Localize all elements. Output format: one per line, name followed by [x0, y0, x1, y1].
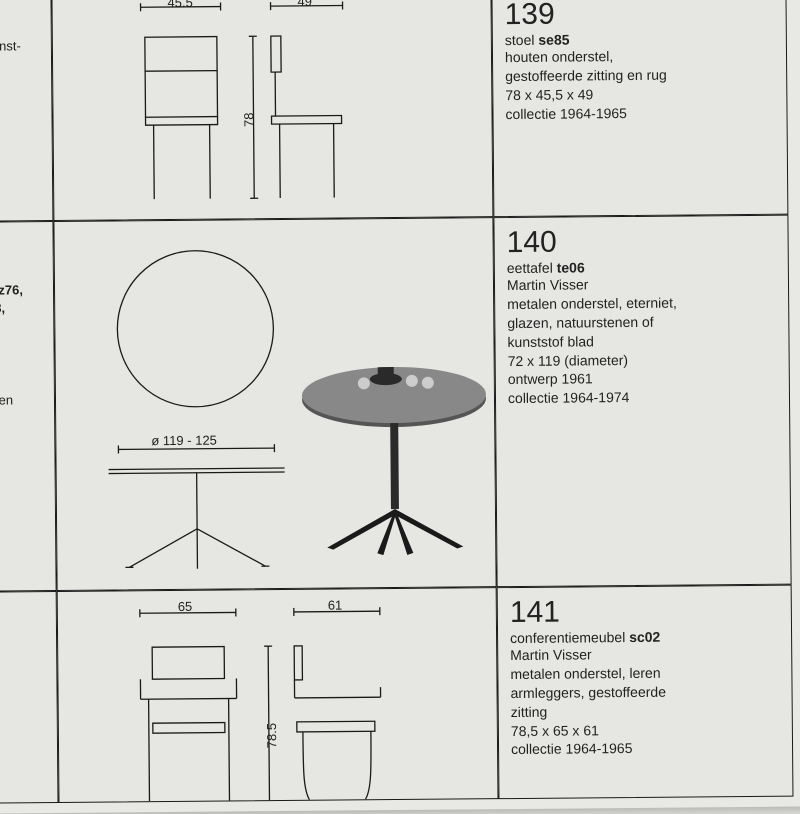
item-number: 140 — [507, 226, 776, 258]
dim-height: 78 — [241, 113, 256, 128]
desc-line: zitting — [511, 700, 780, 721]
desc-line: collectie 1964-1965 — [511, 738, 780, 759]
desc-line: 78 x 45,5 x 49 — [505, 84, 774, 105]
desc-line: 78,5 x 65 x 61 — [511, 719, 780, 740]
dim-side-width: 49 — [297, 0, 312, 9]
desc-line: metalen onderstel, eterniet, — [507, 293, 776, 314]
item-number: 141 — [510, 596, 779, 628]
fragment-text: 8, — [0, 300, 5, 315]
chair-line-drawing — [52, 0, 493, 220]
dim-front-width: 45.5 — [167, 0, 192, 10]
desc-line: metalen onderstel, leren — [510, 663, 779, 684]
item-number: 139 — [505, 0, 774, 30]
desc-line: houten onderstel, — [505, 46, 774, 67]
dim-front-width: 65 — [178, 599, 193, 614]
diagram-table-te06: ø 119 - 125 — [53, 217, 496, 591]
fragment-text: tz76, — [0, 282, 23, 297]
fragment-text: ten — [0, 392, 13, 407]
desc-line: gestoffeerde zitting en rug — [505, 65, 774, 86]
left-fragment-0: unst- — [0, 0, 53, 222]
designer: Martin Visser — [507, 274, 776, 295]
item-139-description: 139 stoel se85 houten onderstel, gestoff… — [491, 0, 788, 217]
desc-line: 72 x 119 (diameter) — [508, 349, 777, 370]
left-fragment-2 — [0, 591, 59, 804]
fragment-text: unst- — [0, 38, 21, 53]
dim-side-width: 61 — [328, 598, 343, 613]
desc-line: glazen, natuurstenen of — [507, 311, 776, 332]
table-drawing — [54, 218, 496, 590]
conference-chair-drawing — [58, 588, 499, 802]
desc-line: ontwerp 1961 — [508, 368, 777, 389]
desc-line: collectie 1964-1974 — [508, 387, 777, 408]
dim-diameter: ø 119 - 125 — [151, 433, 217, 449]
desc-line: armleggers, gestoffeerde — [510, 681, 779, 702]
item-140-description: 140 eettafel te06 Martin Visser metalen … — [493, 215, 791, 588]
diagram-chair-se85: 45.5 49 78 — [51, 0, 493, 221]
item-141-description: 141 conferentiemeubel sc02 Martin Visser… — [497, 585, 794, 800]
desc-line: kunststof blad — [507, 330, 776, 351]
table-photo — [302, 366, 488, 556]
dim-height: 78.5 — [264, 723, 279, 748]
desc-line: collectie 1964-1965 — [505, 102, 774, 123]
diagram-chair-sc02: 65 61 78.5 — [57, 587, 499, 803]
left-fragment-1: tz76, 8, ten — [0, 221, 57, 592]
designer: Martin Visser — [510, 644, 779, 665]
